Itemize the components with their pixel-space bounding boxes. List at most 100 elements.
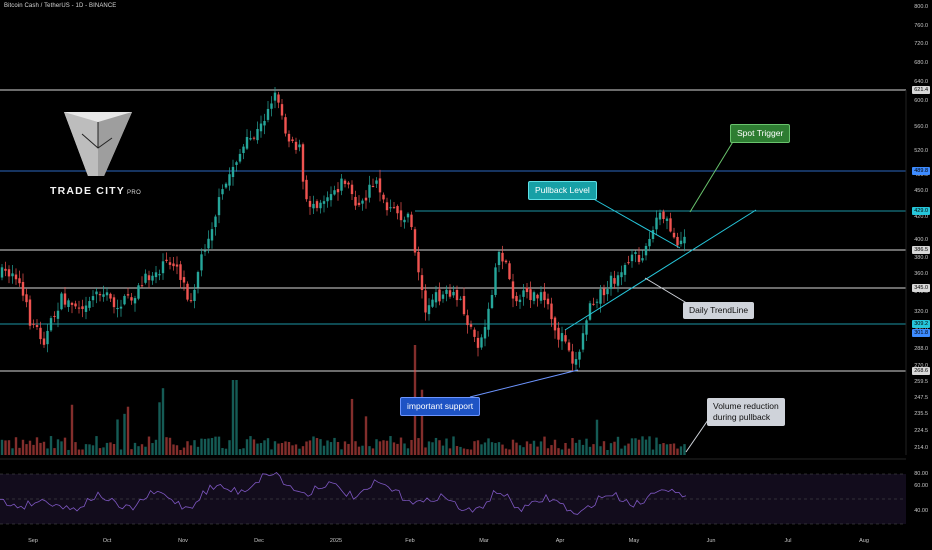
candle-body <box>403 219 406 223</box>
volume-bar <box>427 441 431 455</box>
volume-bar <box>49 436 53 455</box>
candle-body <box>445 289 448 294</box>
volume-bar <box>259 443 263 455</box>
volume-bar <box>70 404 74 455</box>
candle-body <box>490 295 494 308</box>
candle-body <box>564 335 567 342</box>
candle-body <box>224 183 228 188</box>
candle-body <box>679 240 683 245</box>
candle-body <box>350 184 354 195</box>
volume-bar <box>242 448 245 455</box>
candle-body <box>368 184 371 198</box>
volume-bar <box>679 446 683 455</box>
volume-bar <box>525 441 529 455</box>
candle-body <box>28 299 32 326</box>
volume-bar <box>25 444 28 455</box>
volume-bar <box>60 441 63 455</box>
candle-body <box>319 202 322 209</box>
price-axis-label: 224.5 <box>914 428 928 434</box>
candle-body <box>375 180 378 184</box>
candle-body <box>11 273 14 277</box>
time-axis-label: Nov <box>178 538 188 544</box>
candle-body <box>133 298 137 304</box>
volume-bar <box>172 444 175 455</box>
rsi-pane <box>0 458 906 525</box>
volume-bar <box>501 444 504 455</box>
candle-body <box>102 294 105 297</box>
volume-bar <box>350 398 354 455</box>
volume-bar <box>154 439 158 455</box>
logo-name: TRADE CITY <box>50 185 125 197</box>
volume-bar <box>361 445 364 455</box>
volume-bar <box>74 442 77 455</box>
candle-body <box>81 306 84 309</box>
volume-bar <box>406 448 410 455</box>
candle-body <box>567 342 571 351</box>
candle-body <box>427 305 431 315</box>
candle-body <box>60 293 63 310</box>
volume-bar <box>343 441 347 455</box>
candle-body <box>532 292 536 301</box>
candle-body <box>487 308 490 330</box>
candle-body <box>214 216 217 228</box>
daily-trendline <box>564 209 757 331</box>
volume-bar <box>158 402 161 455</box>
volume-bar <box>382 440 385 455</box>
volume-bar <box>434 437 438 455</box>
candle-body <box>452 292 455 296</box>
candle-body <box>417 251 420 273</box>
candle-body <box>392 207 396 209</box>
volume-bar <box>147 436 151 455</box>
volume-bar <box>529 443 532 455</box>
candle-body <box>39 327 42 340</box>
candle-body <box>266 108 270 120</box>
volume-bar <box>613 441 616 455</box>
candle-body <box>116 307 119 310</box>
volume-bar <box>585 438 588 455</box>
candle-body <box>42 338 46 345</box>
candle-body <box>382 194 385 200</box>
candle-body <box>147 275 151 281</box>
volume-bar <box>207 438 210 455</box>
volume-bar <box>595 419 599 455</box>
candle-body <box>378 178 382 193</box>
candle-body <box>665 218 669 221</box>
candle-body <box>119 306 123 309</box>
candle-body <box>630 254 634 262</box>
volume-bar <box>189 445 193 455</box>
volume-bar <box>294 444 298 455</box>
candle-body <box>553 317 557 331</box>
candle-body <box>585 320 588 335</box>
candle-body <box>56 310 60 319</box>
candle-body <box>35 325 39 327</box>
candle-body <box>25 294 28 303</box>
volume-bar <box>672 443 676 455</box>
volume-reduction-callout[interactable]: Volume reduction during pullback <box>707 398 785 426</box>
price-axis-label: 259.5 <box>914 379 928 385</box>
volume-bar <box>63 437 67 455</box>
candle-body <box>333 190 336 195</box>
price-axis-label: 247.5 <box>914 395 928 401</box>
pullback-level-callout[interactable]: Pullback Level <box>528 181 597 200</box>
spot-trigger-callout[interactable]: Spot Trigger <box>730 124 791 143</box>
volume-bar <box>151 443 154 455</box>
candle-body <box>95 291 98 295</box>
candle-body <box>574 359 578 365</box>
level-tag: 386.5 <box>912 246 930 254</box>
volume-bar <box>455 446 459 455</box>
volume-bar <box>291 445 294 455</box>
important-support-callout[interactable]: important support <box>400 397 481 416</box>
candle-body <box>406 213 410 218</box>
volume-bar <box>459 446 462 455</box>
daily-trendline-callout[interactable]: Daily TrendLine <box>683 302 755 319</box>
volume-bar <box>392 442 396 455</box>
candle-body <box>144 273 147 283</box>
candle-body <box>70 302 74 305</box>
candle-body <box>413 229 417 253</box>
candle-body <box>301 144 305 182</box>
volume-bar <box>182 447 186 455</box>
candle-body <box>389 207 392 209</box>
volume-bar <box>532 440 536 455</box>
